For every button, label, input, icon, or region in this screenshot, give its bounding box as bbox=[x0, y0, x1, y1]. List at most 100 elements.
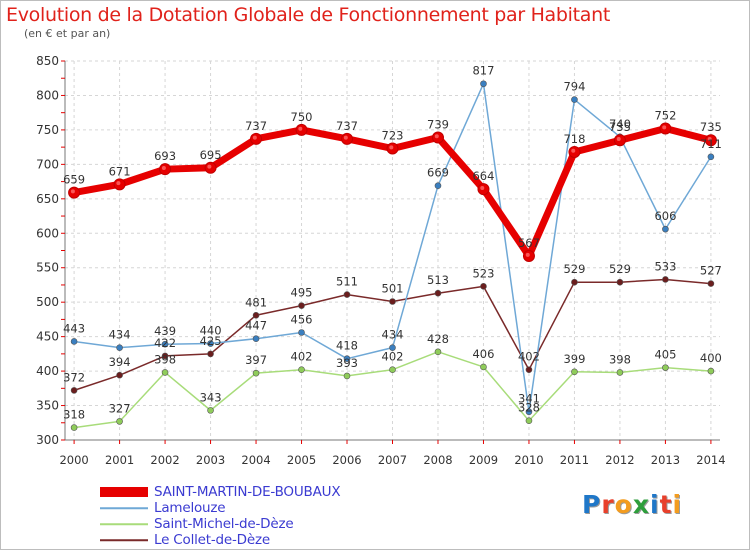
data-label-3: 523 bbox=[472, 266, 494, 280]
x-tick-label: 2014 bbox=[696, 453, 725, 467]
data-point-2 bbox=[707, 367, 715, 375]
data-point-1 bbox=[252, 335, 260, 343]
data-label-2: 399 bbox=[563, 352, 585, 366]
data-point-2 bbox=[616, 369, 624, 376]
y-tick-label: 450 bbox=[36, 330, 59, 344]
data-point-2 bbox=[70, 424, 78, 431]
data-label-0: 695 bbox=[200, 148, 222, 162]
data-label-3: 529 bbox=[563, 262, 585, 276]
x-tick-label: 2011 bbox=[560, 453, 589, 467]
data-label-0: 671 bbox=[109, 164, 131, 178]
data-label-2: 327 bbox=[109, 401, 131, 415]
y-tick-label: 550 bbox=[36, 261, 59, 275]
legend-swatch bbox=[100, 487, 148, 497]
y-tick-label: 700 bbox=[36, 157, 59, 171]
data-point-3 bbox=[116, 371, 123, 379]
data-label-0: 567 bbox=[518, 236, 540, 250]
data-point-3 bbox=[252, 311, 260, 319]
chart-subtitle: (en € et par an) bbox=[24, 27, 111, 40]
x-tick-label: 2008 bbox=[423, 453, 452, 467]
data-point-1 bbox=[116, 344, 123, 351]
y-tick-label: 400 bbox=[36, 364, 59, 378]
data-label-1: 669 bbox=[427, 166, 449, 180]
data-label-2: 400 bbox=[700, 351, 722, 365]
x-tick-label: 2000 bbox=[59, 453, 88, 467]
data-point-2 bbox=[252, 369, 260, 377]
data-point-2 bbox=[343, 372, 351, 380]
data-label-1: 443 bbox=[63, 321, 85, 335]
data-label-2: 428 bbox=[427, 332, 449, 346]
data-point-1 bbox=[70, 338, 78, 345]
data-label-3: 529 bbox=[609, 262, 631, 276]
x-tick-label: 2010 bbox=[514, 453, 543, 467]
data-label-1: 740 bbox=[609, 117, 631, 131]
data-label-1: 794 bbox=[563, 80, 585, 94]
data-label-1: 817 bbox=[472, 64, 494, 78]
data-label-0: 693 bbox=[154, 149, 176, 163]
data-label-2: 318 bbox=[63, 408, 85, 422]
data-label-2: 328 bbox=[518, 401, 540, 415]
y-tick-label: 750 bbox=[36, 123, 59, 137]
data-label-2: 343 bbox=[200, 390, 222, 404]
data-label-2: 398 bbox=[154, 352, 176, 366]
y-tick-label: 350 bbox=[36, 399, 59, 413]
x-tick-label: 2004 bbox=[241, 453, 270, 467]
data-label-0: 739 bbox=[427, 117, 449, 131]
data-point-3 bbox=[343, 291, 351, 298]
y-tick-label: 300 bbox=[36, 433, 59, 447]
data-label-1: 434 bbox=[109, 328, 131, 342]
legend-label: Lamelouze bbox=[154, 500, 226, 516]
legend-entry: Saint-Michel-de-Dèze bbox=[100, 516, 430, 532]
data-point-highlight bbox=[480, 185, 485, 190]
data-point-1 bbox=[389, 344, 396, 351]
data-label-3: 402 bbox=[518, 350, 540, 364]
data-point-1 bbox=[571, 96, 578, 103]
data-point-1 bbox=[207, 340, 214, 347]
data-point-highlight bbox=[161, 165, 166, 170]
data-label-1: 606 bbox=[654, 209, 676, 223]
data-point-1 bbox=[161, 340, 169, 348]
y-tick-label: 850 bbox=[36, 54, 59, 68]
legend-label: Le Collet-de-Dèze bbox=[154, 532, 270, 548]
data-label-0: 752 bbox=[654, 109, 676, 123]
data-point-highlight bbox=[571, 148, 576, 153]
data-label-1: 456 bbox=[291, 313, 313, 327]
data-label-2: 402 bbox=[382, 350, 404, 364]
data-label-3: 481 bbox=[245, 295, 267, 309]
data-point-2 bbox=[434, 348, 442, 356]
data-label-3: 495 bbox=[291, 286, 313, 300]
data-point-highlight bbox=[707, 137, 712, 142]
data-point-1 bbox=[434, 182, 442, 190]
x-tick-label: 2005 bbox=[287, 453, 316, 467]
data-label-3: 501 bbox=[382, 281, 404, 295]
data-point-2 bbox=[571, 368, 578, 376]
data-point-2 bbox=[207, 407, 214, 414]
data-point-3 bbox=[70, 387, 78, 394]
data-point-highlight bbox=[389, 145, 394, 150]
data-label-2: 406 bbox=[472, 347, 494, 361]
data-label-1: 418 bbox=[336, 339, 358, 353]
data-point-3 bbox=[525, 366, 533, 374]
x-tick-label: 2009 bbox=[469, 453, 498, 467]
proxiti-logo: Proxiti bbox=[582, 490, 683, 519]
data-label-0: 737 bbox=[245, 119, 267, 133]
legend-entry: Lamelouze bbox=[100, 500, 430, 516]
data-label-2: 397 bbox=[245, 353, 267, 367]
data-label-0: 659 bbox=[63, 173, 85, 187]
data-label-2: 398 bbox=[609, 352, 631, 366]
legend-label: Saint-Michel-de-Dèze bbox=[154, 516, 294, 532]
data-label-2: 393 bbox=[336, 356, 358, 370]
data-label-2: 405 bbox=[654, 348, 676, 362]
x-tick-label: 2002 bbox=[150, 453, 179, 467]
data-point-1 bbox=[298, 329, 305, 336]
data-label-1: 447 bbox=[245, 319, 267, 333]
y-tick-label: 650 bbox=[36, 192, 59, 206]
data-label-3: 527 bbox=[700, 264, 722, 278]
data-label-1: 434 bbox=[382, 328, 404, 342]
data-label-3: 511 bbox=[336, 275, 358, 289]
y-tick-label: 500 bbox=[36, 295, 59, 309]
data-point-3 bbox=[161, 352, 169, 360]
data-point-2 bbox=[161, 369, 169, 376]
data-label-1: 439 bbox=[154, 324, 176, 338]
data-label-0: 735 bbox=[700, 120, 722, 134]
